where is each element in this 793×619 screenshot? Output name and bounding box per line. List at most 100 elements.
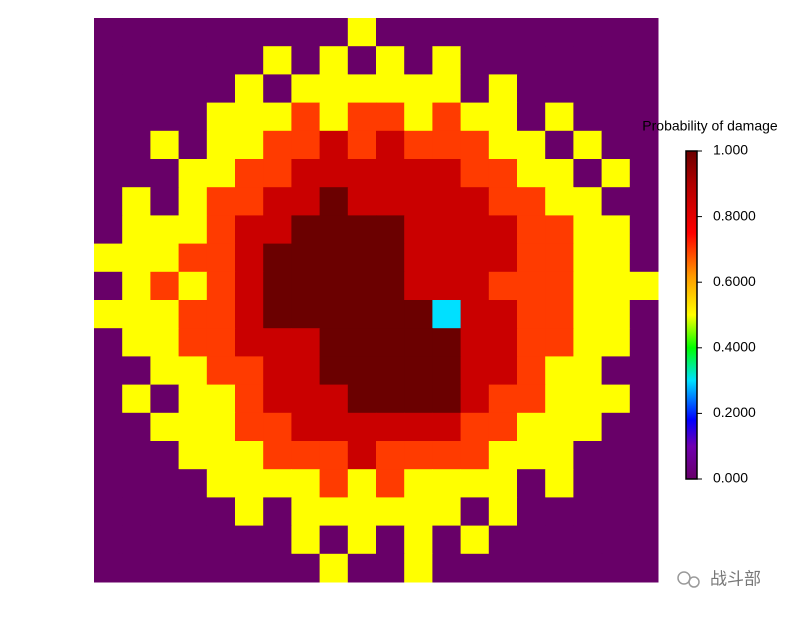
heatmap-cell: [347, 553, 377, 583]
heatmap-cell: [460, 130, 490, 160]
heatmap-cell: [629, 46, 659, 75]
heatmap-cell: [206, 553, 236, 583]
heatmap-cell: [178, 159, 208, 188]
heatmap-cell: [178, 130, 208, 160]
heatmap-cell: [404, 300, 433, 329]
heatmap-cell: [347, 469, 377, 498]
heatmap-cell: [573, 356, 603, 386]
heatmap-cell: [432, 159, 462, 188]
heatmap-cell: [460, 553, 490, 583]
heatmap-cell: [601, 102, 631, 132]
heatmap-cell: [460, 18, 490, 47]
heatmap-cell: [150, 46, 180, 75]
heatmap-cell: [629, 328, 659, 357]
heatmap-cell: [94, 525, 123, 555]
heatmap-cell: [235, 469, 264, 498]
heatmap-cell: [319, 356, 349, 386]
heatmap-cell: [404, 497, 433, 527]
heatmap-cell: [545, 497, 574, 527]
heatmap-cell: [319, 497, 349, 527]
heatmap-cell: [178, 328, 208, 357]
heatmap-cell: [319, 469, 349, 498]
heatmap-cell: [460, 102, 490, 132]
heatmap-cell: [573, 215, 603, 245]
heatmap-cell: [488, 46, 518, 75]
colorbar-tick-label: 0.4000: [713, 339, 756, 355]
heatmap-cell: [122, 102, 151, 132]
heatmap-cell: [488, 18, 518, 47]
heatmap-cell: [460, 328, 490, 357]
heatmap-cell: [517, 215, 546, 245]
heatmap-cell: [545, 441, 574, 470]
heatmap-cell: [376, 159, 405, 188]
heatmap-cell: [573, 159, 603, 188]
heatmap-cell: [291, 553, 321, 583]
heatmap-cell: [545, 553, 574, 583]
heatmap-cell: [432, 441, 462, 470]
heatmap-cell: [545, 46, 574, 75]
heatmap-cell: [150, 18, 180, 47]
heatmap-cell: [376, 187, 405, 216]
heatmap-cell: [94, 497, 123, 527]
heatmap-cell: [178, 102, 208, 132]
heatmap-cell: [517, 441, 546, 470]
heatmap-cell: [545, 328, 574, 357]
heatmap-cell: [235, 243, 264, 273]
heatmap-cell: [432, 130, 462, 160]
heatmap-cell: [432, 102, 462, 132]
heatmap-cell: [122, 553, 151, 583]
heatmap-cell: [122, 525, 151, 555]
heatmap-cell: [319, 130, 349, 160]
heatmap-cell: [178, 469, 208, 498]
heatmap-cell: [432, 18, 462, 47]
heatmap-cell: [545, 18, 574, 47]
heatmap-cell: [347, 46, 377, 75]
heatmap: [94, 18, 659, 583]
heatmap-cell: [291, 525, 321, 555]
heatmap-cell: [488, 187, 518, 216]
heatmap-cell: [122, 469, 151, 498]
heatmap-cell: [601, 469, 631, 498]
heatmap-cell: [122, 328, 151, 357]
heatmap-cell: [573, 384, 603, 414]
heatmap-cell: [319, 412, 349, 442]
heatmap-cell: [94, 271, 123, 301]
heatmap-cell: [206, 356, 236, 386]
heatmap-cell: [122, 300, 151, 329]
heatmap-cell: [517, 18, 546, 47]
heatmap-cell: [263, 412, 292, 442]
heatmap-cell: [432, 328, 462, 357]
heatmap-cell: [150, 356, 180, 386]
heatmap-cell: [488, 74, 518, 104]
heatmap-cell: [291, 215, 321, 245]
colorbar-title: Probability of damage: [642, 118, 778, 134]
heatmap-cell: [404, 271, 433, 301]
heatmap-cell: [601, 441, 631, 470]
heatmap-cell: [291, 187, 321, 216]
heatmap-cell: [376, 102, 405, 132]
heatmap-cell: [460, 46, 490, 75]
heatmap-cell: [178, 553, 208, 583]
heatmap-cell: [235, 497, 264, 527]
colorbar: [685, 150, 698, 480]
heatmap-cell: [235, 300, 264, 329]
heatmap-cell: [178, 74, 208, 104]
heatmap-cell: [460, 384, 490, 414]
heatmap-cell: [347, 74, 377, 104]
heatmap-cell: [235, 553, 264, 583]
heatmap-cell: [347, 497, 377, 527]
heatmap-cell: [460, 469, 490, 498]
heatmap-cell: [263, 215, 292, 245]
heatmap-cell: [629, 497, 659, 527]
heatmap-cell: [150, 469, 180, 498]
heatmap-cell: [488, 497, 518, 527]
heatmap-cell: [263, 356, 292, 386]
heatmap-cell: [122, 187, 151, 216]
heatmap-cell: [347, 215, 377, 245]
heatmap-cell: [319, 300, 349, 329]
heatmap-cell: [517, 328, 546, 357]
heatmap-cell: [291, 130, 321, 160]
heatmap-cell: [545, 74, 574, 104]
heatmap-cell: [573, 243, 603, 273]
heatmap-cell: [122, 159, 151, 188]
